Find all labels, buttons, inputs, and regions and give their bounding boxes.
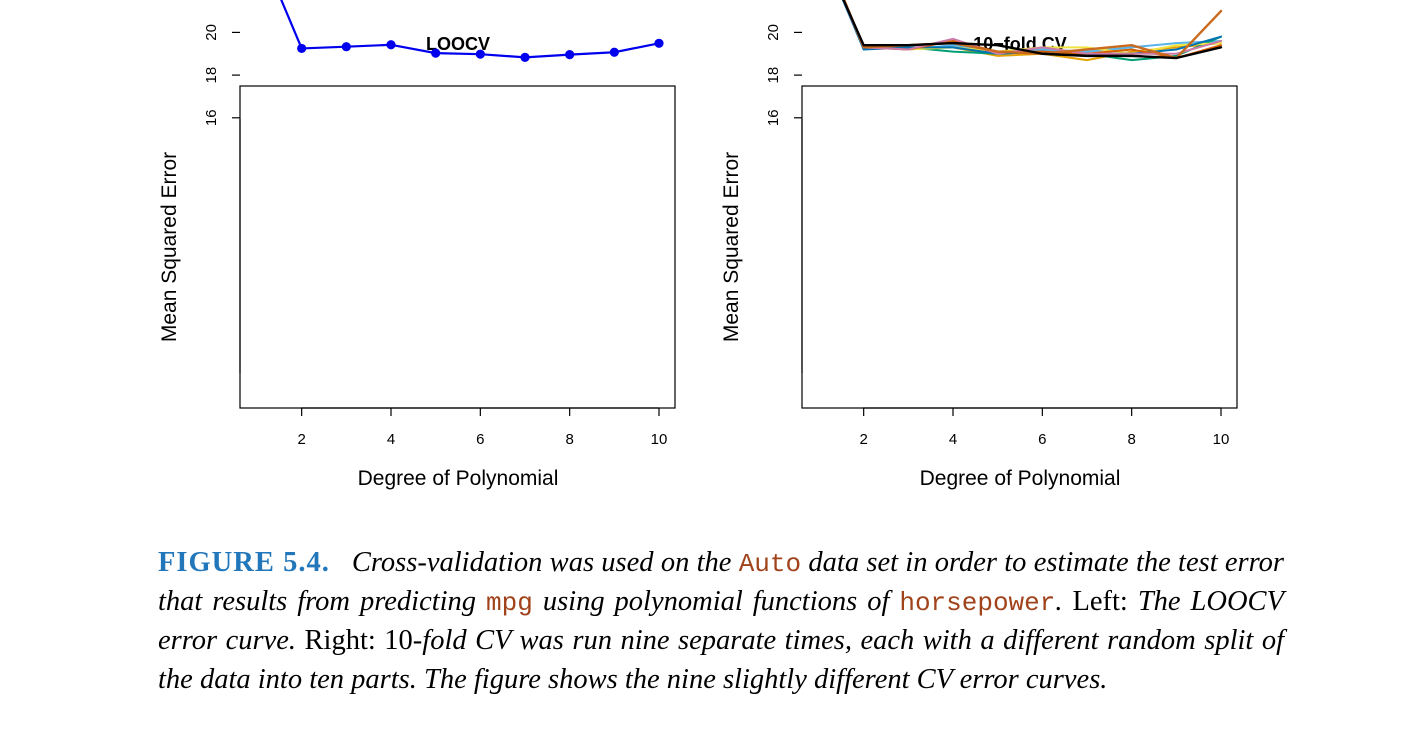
kfold-x-label: Degree of Polynomial — [920, 467, 1121, 490]
loocv-y-tick-label: 20 — [203, 24, 220, 41]
loocv-x-tick-label: 10 — [651, 431, 668, 448]
loocv-data-point — [475, 49, 485, 59]
kfold-plot-frame — [801, 85, 1238, 409]
loocv-title: LOOCV — [426, 34, 490, 54]
loocv-y-axis: 16182022242628 — [203, 24, 241, 373]
loocv-data-point — [609, 47, 619, 57]
loocv-x-axis: 2 4 6 8 10 — [297, 407, 668, 448]
caption-text-2: data set in order to estimate the test e… — [158, 547, 1285, 618]
loocv-data-point — [654, 38, 664, 48]
loocv-y-tick-label: 16 — [203, 109, 220, 126]
caption-right-word: Right: 10 — [304, 625, 413, 657]
loocv-data-point — [341, 42, 351, 52]
kfold-y-label: Mean Squared Error — [720, 152, 743, 342]
loocv-x-tick-label: 6 — [476, 431, 484, 448]
kfold-y-axis: 16182022242628 — [765, 24, 803, 373]
loocv-data-point — [520, 52, 530, 62]
caption-code-horsepower: horsepower — [899, 588, 1056, 619]
loocv-series-area — [280, 0, 664, 62]
caption-text-6: -fold CV was run nine separate times, ea… — [158, 625, 1285, 695]
kfold-x-axis: 2 4 6 8 10 — [859, 407, 1230, 448]
loocv-series-line — [280, 0, 661, 59]
loocv-y-tick-label: 18 — [203, 67, 220, 84]
kfold-x-tick-label: 4 — [949, 431, 957, 448]
caption-code-auto: Auto — [738, 549, 802, 579]
loocv-data-point — [386, 40, 396, 50]
loocv-data-point — [297, 43, 307, 54]
kfold-y-tick-label: 16 — [765, 109, 782, 126]
kfold-x-tick-label: 8 — [1127, 431, 1135, 448]
kfold-x-tick-label: 10 — [1213, 431, 1230, 448]
loocv-data-point — [431, 48, 441, 58]
loocv-data-point — [565, 50, 575, 60]
kfold-x-tick-label: 2 — [859, 431, 867, 448]
caption-text-4: . — [1055, 586, 1063, 618]
figure-caption: FIGURE 5.4. Cross-validation was used on … — [158, 544, 1284, 699]
caption-code-mpg: mpg — [486, 588, 533, 619]
kfold-series-area — [841, 0, 1223, 62]
kfold-x-tick-label: 6 — [1038, 431, 1046, 448]
loocv-x-tick-label: 4 — [387, 431, 395, 448]
kfold-y-tick-label: 20 — [765, 24, 782, 41]
figure-label: FIGURE 5.4. — [158, 547, 330, 578]
caption-left-word: Left: — [1072, 586, 1128, 618]
caption-text-3: using polynomial functions of — [542, 586, 890, 618]
kfold-series-line — [842, 0, 1223, 60]
loocv-x-label: Degree of Polynomial — [358, 467, 559, 490]
caption-text-1: Cross-validation was used on the — [351, 547, 732, 578]
kfold-y-tick-label: 18 — [765, 67, 782, 84]
caption-text-5: The LOOCV error curve. — [158, 586, 1284, 657]
loocv-x-tick-label: 2 — [297, 431, 305, 448]
loocv-plot-frame — [239, 85, 676, 409]
loocv-x-tick-label: 8 — [565, 431, 573, 448]
loocv-y-label: Mean Squared Error — [158, 152, 181, 342]
